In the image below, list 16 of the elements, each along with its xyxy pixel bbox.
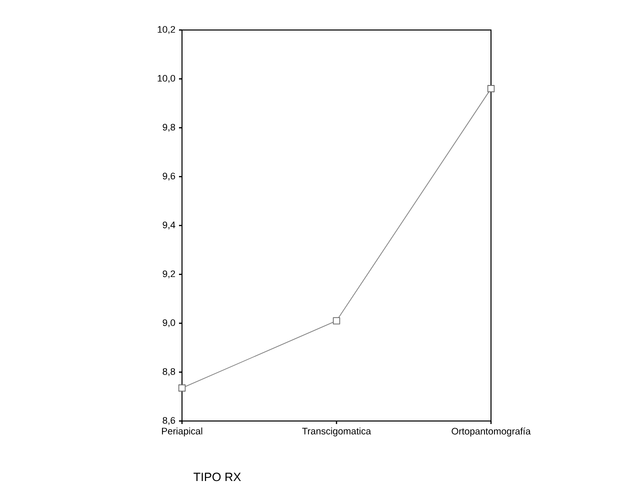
x-axis-title: TIPO RX bbox=[194, 472, 241, 482]
point bbox=[487, 85, 495, 92]
y-tick-label: 8,6 bbox=[162, 417, 176, 425]
x-tick-label: Ortopantomografía bbox=[452, 428, 531, 436]
y-tick-label: 9,2 bbox=[162, 270, 176, 278]
point bbox=[332, 317, 340, 324]
point bbox=[178, 384, 186, 392]
y-tick-label: 9,8 bbox=[162, 124, 176, 132]
y-tick-label: 9,0 bbox=[162, 319, 176, 328]
y-tick-label: 9,6 bbox=[162, 172, 176, 181]
x-tick-label: Transcigomatica bbox=[302, 428, 372, 436]
y-tick-label: 10,0 bbox=[158, 74, 176, 83]
y-tick-label: 8,8 bbox=[162, 368, 176, 376]
x-tick-label: Periapical bbox=[162, 428, 202, 436]
y-tick-label: 9,4 bbox=[162, 222, 176, 230]
y-tick-label: 10,2 bbox=[158, 26, 176, 34]
